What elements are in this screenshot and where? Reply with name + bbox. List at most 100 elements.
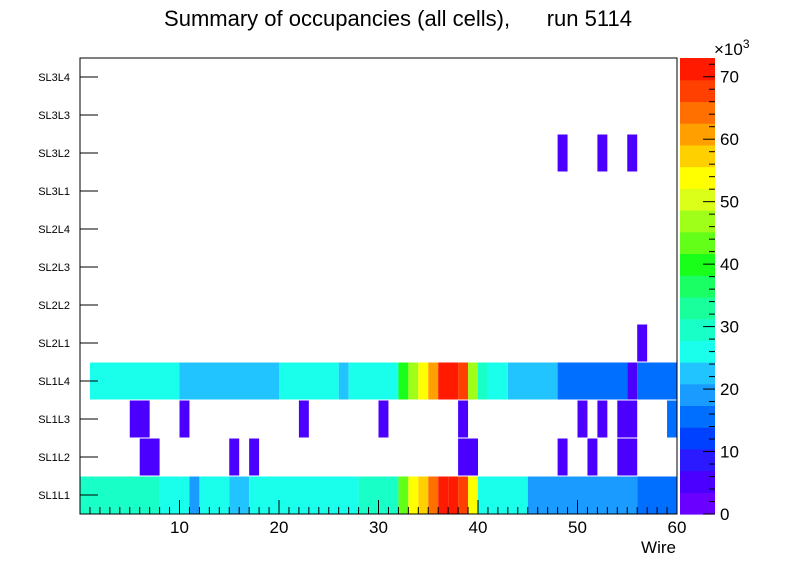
palette-swatch bbox=[680, 405, 715, 428]
heatmap-cell bbox=[438, 362, 459, 400]
palette-swatch bbox=[680, 492, 715, 515]
heatmap-cell bbox=[627, 362, 638, 400]
heatmap-cell bbox=[587, 438, 598, 476]
y-tick-label: SL3L4 bbox=[38, 72, 70, 84]
heatmap-cell bbox=[418, 362, 429, 400]
heatmap-cell bbox=[627, 134, 638, 172]
heatmap-cell bbox=[408, 362, 419, 400]
palette-swatch bbox=[680, 253, 715, 276]
x-axis-label: Wire bbox=[641, 538, 676, 557]
y-tick-label: SL2L3 bbox=[38, 262, 70, 274]
heatmap-cell bbox=[249, 438, 260, 476]
heatmap-cell bbox=[577, 400, 588, 438]
palette-swatch bbox=[680, 362, 715, 385]
heatmap-cell bbox=[179, 362, 279, 400]
palette-swatch bbox=[680, 144, 715, 168]
y-tick-label: SL1L1 bbox=[38, 490, 70, 502]
heatmap-cell bbox=[617, 438, 638, 476]
heatmap-cell bbox=[458, 400, 469, 438]
y-axis: SL1L1 SL1L2 SL1L3 SL1L4 SL2L1 SL2L2 SL2L3 SL2L4… bbox=[38, 72, 98, 502]
heatmap-cell bbox=[159, 476, 190, 514]
y-tick-label: SL3L1 bbox=[38, 186, 70, 198]
y-tick-label: SL2L4 bbox=[38, 224, 70, 236]
z-tick-label: 20 bbox=[720, 380, 739, 399]
y-tick-label: SL2L1 bbox=[38, 338, 70, 350]
heatmap-cell bbox=[468, 476, 478, 514]
heatmap-cell bbox=[507, 362, 558, 400]
palette-swatch bbox=[680, 123, 715, 146]
y-tick-label: SL3L3 bbox=[38, 110, 70, 122]
palette-swatch bbox=[680, 58, 715, 81]
y-tick-label: SL1L4 bbox=[38, 376, 70, 388]
heatmap-cell bbox=[279, 362, 339, 400]
y-tick-label: SL1L3 bbox=[38, 414, 70, 426]
heatmap-cell bbox=[89, 362, 180, 400]
z-axis: 0 10 20 30 40 50 60 70 bbox=[703, 63, 739, 524]
heatmap-cell bbox=[637, 362, 677, 400]
palette-swatch bbox=[680, 383, 715, 407]
palette-swatch bbox=[680, 231, 715, 255]
heatmap-cell bbox=[378, 400, 389, 438]
palette-swatch bbox=[680, 166, 715, 189]
heatmap-cell bbox=[458, 362, 469, 400]
heatmap-cell bbox=[468, 362, 478, 400]
heatmap-cell bbox=[527, 476, 638, 514]
heatmap-cell bbox=[189, 476, 200, 514]
y-tick-label: SL1L2 bbox=[38, 452, 70, 464]
heatmap-cell bbox=[617, 400, 638, 438]
x-axis: 10 20 30 40 50 60 bbox=[89, 500, 687, 537]
heatmap-cell bbox=[438, 476, 449, 514]
heatmap-cell bbox=[418, 476, 429, 514]
palette-swatch bbox=[680, 448, 715, 472]
heatmap-cell bbox=[398, 362, 409, 400]
z-multiplier-exponent: 3 bbox=[743, 37, 750, 51]
palette-swatch bbox=[680, 427, 715, 450]
heatmap-cell bbox=[597, 400, 608, 438]
z-tick-label: 40 bbox=[720, 255, 739, 274]
z-tick-label: 30 bbox=[720, 318, 739, 337]
x-tick-label: 60 bbox=[668, 518, 687, 537]
heatmap-cell bbox=[557, 438, 568, 476]
heatmap-cells bbox=[80, 134, 677, 514]
chart-title: Summary of occupancies (all cells), run … bbox=[164, 6, 632, 31]
palette-swatch bbox=[680, 340, 715, 363]
heatmap-cell bbox=[199, 476, 230, 514]
x-tick-label: 30 bbox=[369, 518, 388, 537]
heatmap-cell bbox=[557, 362, 628, 400]
heatmap-cell bbox=[398, 476, 409, 514]
palette-swatch bbox=[680, 101, 715, 124]
palette-swatch bbox=[680, 296, 715, 320]
heatmap-cell bbox=[428, 476, 439, 514]
heatmap-cell bbox=[478, 476, 528, 514]
heatmap-cell bbox=[428, 362, 439, 400]
heatmap-cell bbox=[557, 134, 568, 172]
x-tick-label: 20 bbox=[270, 518, 289, 537]
x-tick-label: 50 bbox=[568, 518, 587, 537]
heatmap-cell bbox=[129, 400, 150, 438]
z-multiplier-base: ×10 bbox=[714, 40, 743, 59]
heatmap-cell bbox=[487, 362, 508, 400]
palette-swatch bbox=[680, 79, 715, 103]
palette-swatch bbox=[680, 318, 715, 341]
palette-swatch bbox=[680, 188, 715, 211]
palette-swatch bbox=[680, 470, 715, 493]
heatmap-cell bbox=[249, 476, 359, 514]
y-tick-label: SL3L2 bbox=[38, 148, 70, 160]
heatmap-cell bbox=[229, 438, 240, 476]
heatmap-cell bbox=[229, 476, 250, 514]
palette-swatch bbox=[680, 275, 715, 298]
y-tick-label: SL2L2 bbox=[38, 300, 70, 312]
heatmap-cell bbox=[478, 362, 488, 400]
z-tick-label: 10 bbox=[720, 443, 739, 462]
heatmap-cell bbox=[458, 438, 478, 476]
heatmap-cell bbox=[667, 400, 677, 438]
heatmap-cell bbox=[338, 362, 349, 400]
heatmap-cell bbox=[348, 362, 399, 400]
heatmap-cell bbox=[139, 438, 160, 476]
z-tick-label: 60 bbox=[720, 130, 739, 149]
heatmap-cell bbox=[458, 476, 469, 514]
heatmap-cell bbox=[298, 400, 309, 438]
z-tick-label: 0 bbox=[720, 505, 729, 524]
heatmap-cell bbox=[448, 476, 459, 514]
